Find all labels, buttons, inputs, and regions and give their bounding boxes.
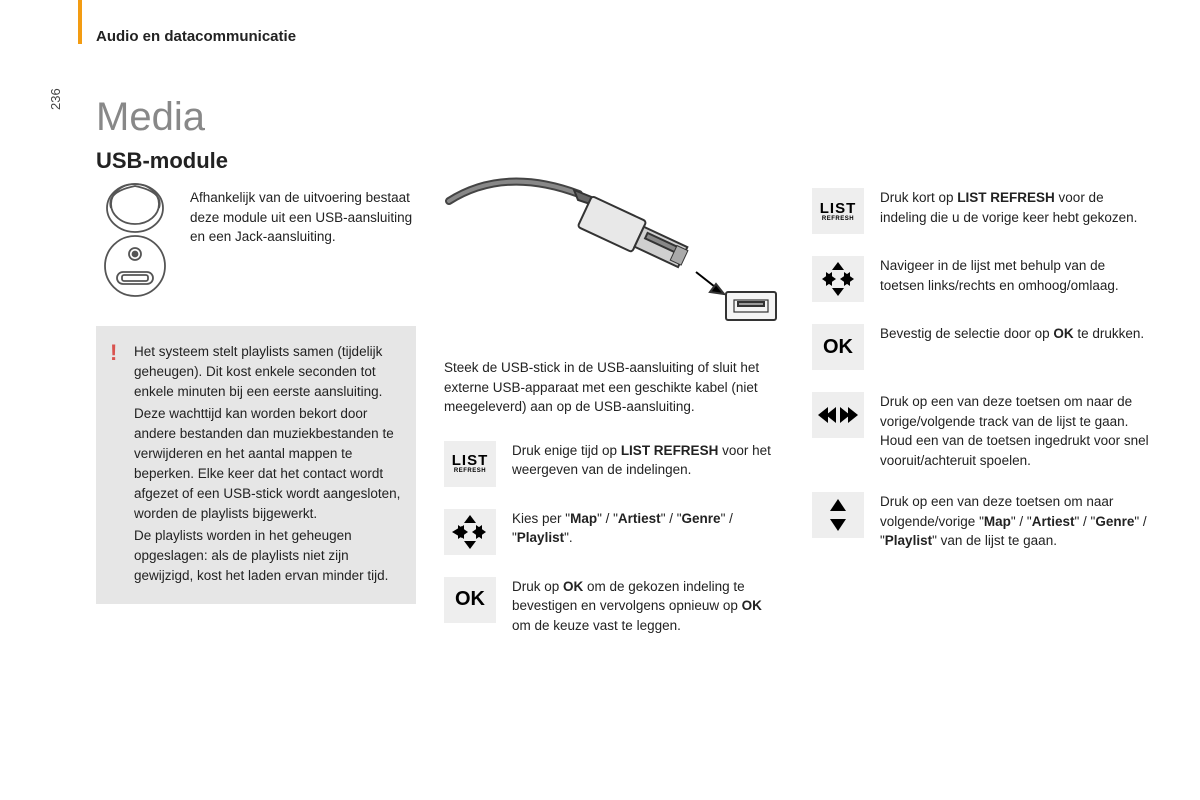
section-header: Audio en datacommunicatie [96, 28, 296, 45]
warning-icon: ! [110, 340, 117, 366]
step-text: Druk op een van deze toetsen om naar vol… [880, 492, 1152, 551]
step-text: Druk kort op LIST REFRESH voor de indeli… [880, 188, 1152, 227]
nav-arrows-icon [444, 509, 496, 555]
step-row: Druk op een van deze toetsen om naar de … [812, 392, 1152, 470]
info-paragraph: Het systeem stelt playlists samen (tijde… [134, 342, 402, 402]
step-row: LIST REFRESH Druk enige tijd op LIST REF… [444, 441, 784, 487]
step-text: Druk op een van deze toetsen om naar de … [880, 392, 1152, 470]
page-title: Media [96, 95, 205, 140]
info-callout: ! Het systeem stelt playlists samen (tij… [96, 326, 416, 604]
usb-socket-icon [96, 180, 174, 300]
section-tab [78, 0, 82, 44]
step-row: Kies per "Map" / "Artiest" / "Genre" / "… [444, 509, 784, 555]
step-row: OK Bevestig de selectie door op OK te dr… [812, 324, 1152, 370]
page-number: 236 [48, 88, 63, 110]
step-text: Bevestig de selectie door op OK te drukk… [880, 324, 1144, 344]
column-right: LIST REFRESH Druk kort op LIST REFRESH v… [812, 188, 1152, 573]
step-text: Navigeer in de lijst met behulp van de t… [880, 256, 1152, 295]
socket-row: Afhankelijk van de uitvoering bestaat de… [96, 180, 416, 300]
socket-description: Afhankelijk van de uitvoering bestaat de… [190, 180, 416, 300]
step-row: Druk op een van deze toetsen om naar vol… [812, 492, 1152, 551]
ok-button-icon: OK [812, 324, 864, 370]
step-row: Navigeer in de lijst met behulp van de t… [812, 256, 1152, 302]
step-row: OK Druk op OK om de gekozen indeling te … [444, 577, 784, 636]
ok-button-icon: OK [444, 577, 496, 623]
list-refresh-button-icon: LIST REFRESH [444, 441, 496, 487]
step-text: Druk op OK om de gekozen indeling te bev… [512, 577, 784, 636]
info-text: Het systeem stelt playlists samen (tijde… [134, 342, 402, 586]
prev-next-track-icon [812, 392, 864, 438]
step-text: Kies per "Map" / "Artiest" / "Genre" / "… [512, 509, 784, 548]
column-middle: Steek de USB-stick in de USB-aansluiting… [444, 176, 784, 657]
usb-instruction: Steek de USB-stick in de USB-aansluiting… [444, 358, 784, 417]
up-down-icon [812, 492, 864, 538]
info-paragraph: Deze wachttijd kan worden bekort door an… [134, 404, 402, 524]
info-paragraph: De playlists worden in het geheugen opge… [134, 526, 402, 586]
nav-arrows-icon [812, 256, 864, 302]
list-refresh-button-icon: LIST REFRESH [812, 188, 864, 234]
usb-cable-icon [444, 176, 784, 341]
column-left: Afhankelijk van de uitvoering bestaat de… [96, 180, 416, 604]
step-text: Druk enige tijd op LIST REFRESH voor het… [512, 441, 784, 480]
step-row: LIST REFRESH Druk kort op LIST REFRESH v… [812, 188, 1152, 234]
page-subtitle: USB-module [96, 148, 228, 174]
